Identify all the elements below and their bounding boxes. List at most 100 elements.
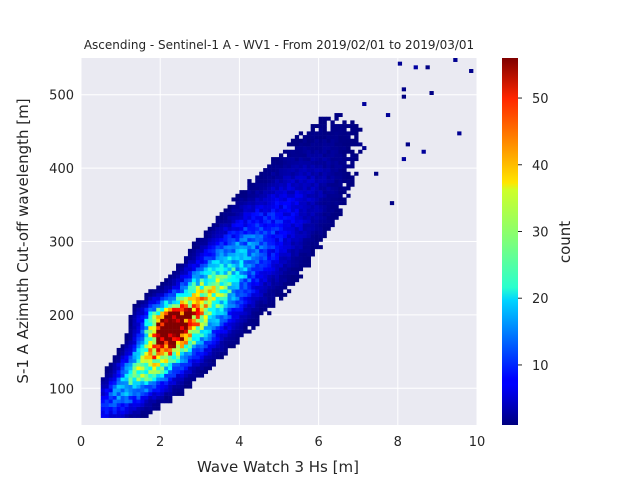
heatmap-cell <box>215 248 220 253</box>
heatmap-cell <box>148 296 153 301</box>
heatmap-cell <box>152 395 157 400</box>
heatmap-cell <box>195 263 201 268</box>
heatmap-cell <box>227 303 232 308</box>
heatmap-cell <box>207 256 212 261</box>
heatmap-cell <box>275 190 280 195</box>
heatmap-cell <box>267 186 272 191</box>
heatmap-cell <box>259 197 264 202</box>
heatmap-cell <box>108 391 113 396</box>
heatmap-cell <box>219 256 224 261</box>
heatmap-cell <box>156 402 161 407</box>
heatmap-cell <box>271 219 276 224</box>
heatmap-cell <box>302 197 308 202</box>
heatmap-cell <box>259 212 264 217</box>
heatmap-cell <box>322 234 327 239</box>
heatmap-cell <box>156 362 161 367</box>
heatmap-cell <box>176 314 181 319</box>
heatmap-cell <box>342 190 347 195</box>
heatmap-cell <box>310 208 315 213</box>
heatmap-cell <box>259 263 264 268</box>
heatmap-cell <box>239 215 244 220</box>
heatmap-cell <box>164 388 169 393</box>
heatmap-cell <box>294 135 300 140</box>
heatmap-cell <box>191 285 197 290</box>
heatmap-cell <box>132 307 137 312</box>
heatmap-cell <box>108 369 113 374</box>
heatmap-cell <box>279 256 284 261</box>
heatmap-cell <box>195 285 201 290</box>
heatmap-cell <box>183 281 189 286</box>
heatmap-cell <box>187 362 193 367</box>
heatmap-cell <box>128 380 133 385</box>
heatmap-cell <box>144 311 149 316</box>
heatmap-cell <box>282 263 288 268</box>
heatmap-cell <box>180 355 185 360</box>
heatmap-cell <box>231 215 236 220</box>
heatmap-cell <box>314 182 319 187</box>
heatmap-cell <box>172 325 177 330</box>
heatmap-cell <box>267 223 272 228</box>
heatmap-cell <box>251 322 256 327</box>
heatmap-cell <box>223 219 228 224</box>
heatmap-cell <box>267 256 272 261</box>
heatmap-cell <box>282 197 288 202</box>
heatmap-cell <box>223 245 228 250</box>
heatmap-cell <box>215 351 220 356</box>
heatmap-cell <box>156 322 161 327</box>
heatmap-cell <box>207 333 212 338</box>
heatmap-cell <box>413 65 418 70</box>
heatmap-cell <box>302 171 308 176</box>
heatmap-cell <box>164 278 169 283</box>
heatmap-cell <box>203 278 209 283</box>
heatmap-cell <box>187 270 193 275</box>
heatmap-cell <box>310 190 315 195</box>
heatmap-cell <box>298 142 304 147</box>
heatmap-cell <box>326 179 331 184</box>
heatmap-cell <box>148 399 153 404</box>
heatmap-cell <box>322 149 327 154</box>
heatmap-cell <box>318 168 323 173</box>
heatmap-cell <box>271 248 276 253</box>
heatmap-cell <box>314 186 319 191</box>
heatmap-cell <box>168 322 173 327</box>
heatmap-cell <box>172 344 177 349</box>
heatmap-cell <box>282 256 288 261</box>
heatmap-cell <box>136 388 141 393</box>
heatmap-cell <box>203 336 209 341</box>
heatmap-cell <box>223 256 228 261</box>
heatmap-cell <box>231 340 236 345</box>
heatmap-cell <box>286 226 292 231</box>
heatmap-cell <box>239 193 244 198</box>
heatmap-cell <box>203 307 209 312</box>
heatmap-cell <box>168 373 173 378</box>
heatmap-cell <box>267 168 272 173</box>
heatmap-cell <box>306 197 311 202</box>
heatmap-cell <box>191 281 197 286</box>
heatmap-cell <box>195 355 201 360</box>
heatmap-cell <box>239 303 244 308</box>
heatmap-cell <box>100 395 106 400</box>
heatmap-cell <box>132 395 137 400</box>
heatmap-cell <box>239 267 244 272</box>
heatmap-cell <box>180 285 185 290</box>
heatmap-cell <box>302 146 308 151</box>
heatmap-cell <box>164 399 169 404</box>
heatmap-cell <box>195 296 201 301</box>
heatmap-cell <box>251 186 256 191</box>
heatmap-cell <box>187 340 193 345</box>
heatmap-cell <box>338 208 343 213</box>
heatmap-cell <box>207 307 212 312</box>
heatmap-cell <box>314 171 319 176</box>
heatmap-cell <box>112 362 117 367</box>
heatmap-cell <box>239 318 244 323</box>
heatmap-cell <box>128 388 133 393</box>
heatmap-cell <box>136 395 141 400</box>
heatmap-cell <box>247 193 252 198</box>
heatmap-cell <box>267 252 272 257</box>
heatmap-cell <box>302 204 308 209</box>
heatmap-cell <box>108 362 113 367</box>
heatmap-cell <box>172 384 177 389</box>
heatmap-cell <box>211 347 216 352</box>
heatmap-cell <box>207 322 212 327</box>
heatmap-cell <box>203 355 209 360</box>
